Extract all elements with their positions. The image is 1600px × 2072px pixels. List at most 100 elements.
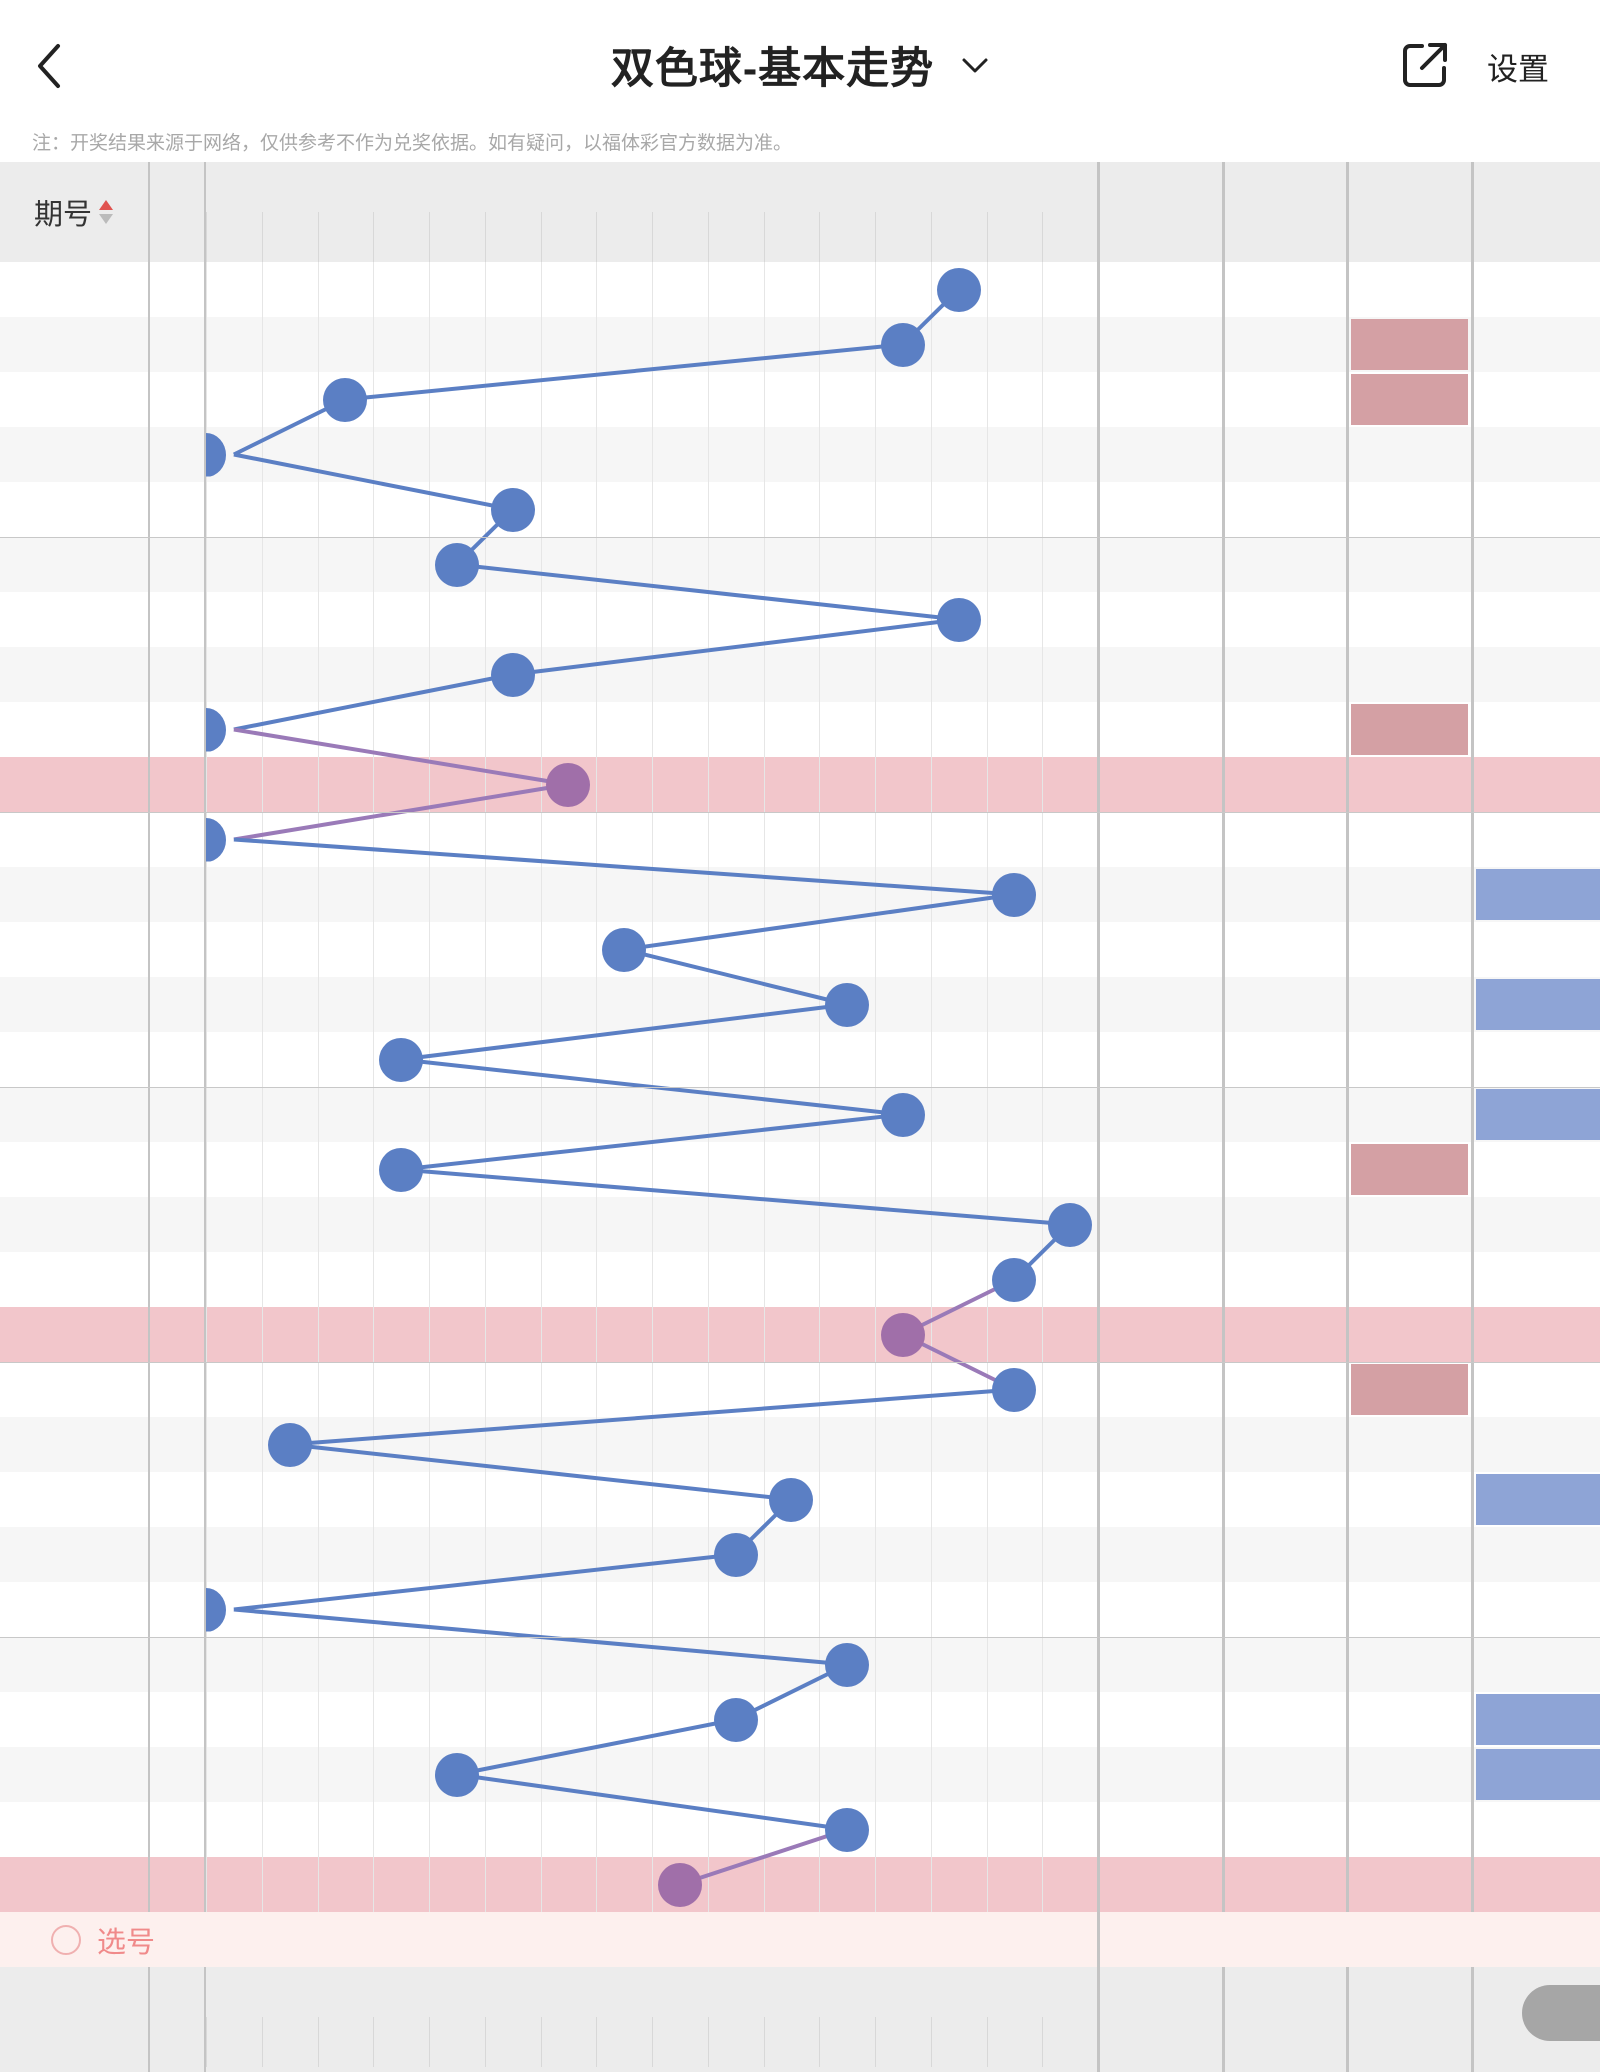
ball-number-header: [930, 212, 987, 262]
select-ball-button[interactable]: [764, 1912, 820, 1967]
week-cell: [148, 702, 206, 757]
select-number-button[interactable]: 选号: [0, 1912, 206, 1967]
sort-icon[interactable]: [98, 199, 114, 225]
sum-cell: [1100, 317, 1224, 372]
miss-count-cell: [261, 1032, 318, 1087]
miss-count-cell: [652, 1197, 708, 1252]
issue-cell: [0, 1802, 148, 1857]
miss-count-cell: [875, 867, 931, 922]
miss-count-cell: [652, 1692, 708, 1747]
zone-ratio-cell: [1348, 262, 1473, 317]
miss-count-cell: [484, 262, 541, 317]
issue-cell: [0, 1142, 148, 1197]
miss-count-cell: [596, 757, 652, 812]
select-ball-button[interactable]: [819, 1912, 875, 1967]
miss-count-cell: [763, 1362, 820, 1417]
issue-cell: [0, 1637, 148, 1692]
parity-ratio-cell: [1473, 262, 1600, 317]
ball-number-header: [596, 212, 652, 262]
table-row[interactable]: [0, 262, 1600, 317]
miss-count-cell: [763, 1692, 820, 1747]
week-cell: [148, 647, 206, 702]
ball-number-header: [1042, 212, 1098, 262]
span-cell: [1224, 1582, 1348, 1637]
select-ball-button[interactable]: [541, 1912, 597, 1967]
blue-ball-hit: [657, 1862, 702, 1907]
miss-count-cell: [540, 977, 597, 1032]
miss-count-cell: [429, 1142, 485, 1197]
span-cell: [1224, 592, 1348, 647]
miss-count-cell: [540, 1032, 597, 1087]
parity-ratio-cell: [1473, 1252, 1600, 1307]
select-ball-button[interactable]: [1042, 1912, 1098, 1967]
miss-count-cell: [819, 922, 875, 977]
page-title[interactable]: 双色球-基本走势: [0, 34, 1600, 96]
miss-count-cell: [373, 1472, 429, 1527]
miss-count-cell: [930, 702, 987, 757]
miss-count-cell: [261, 1142, 318, 1197]
zone-ratio-cell: [1348, 1747, 1473, 1802]
miss-count-cell: [373, 1362, 429, 1417]
table-row[interactable]: [0, 1307, 1600, 1362]
miss-count-cell: [373, 1307, 429, 1362]
miss-count-cell: [986, 482, 1043, 537]
miss-count-cell: [206, 1307, 262, 1362]
miss-count-cell: [596, 1582, 652, 1637]
week-cell: [148, 922, 206, 977]
miss-count-cell: [819, 317, 875, 372]
miss-count-cell: [373, 867, 429, 922]
table-row[interactable]: [0, 1252, 1600, 1307]
blue-ball-hit: [204, 707, 226, 752]
select-ball-button[interactable]: [262, 1912, 318, 1967]
miss-count-cell: [930, 1142, 987, 1197]
miss-count-cell: [707, 537, 764, 592]
blue-ball-hit: [880, 1312, 925, 1357]
issue-cell: [0, 1417, 148, 1472]
span-cell: [1224, 1417, 1348, 1472]
back-icon[interactable]: [30, 40, 70, 92]
miss-count-cell: [875, 482, 931, 537]
miss-count-cell: [484, 1252, 541, 1307]
sum-cell: [1100, 812, 1224, 867]
miss-count-cell: [373, 1417, 429, 1472]
select-ball-button[interactable]: [596, 1912, 652, 1967]
issue-cell: [0, 262, 148, 317]
column-divider: [1097, 162, 1100, 1912]
select-ball-button[interactable]: [373, 1912, 429, 1967]
miss-count-cell: [540, 702, 597, 757]
select-ball-button[interactable]: [318, 1912, 374, 1967]
select-ball-button[interactable]: [206, 1912, 262, 1967]
select-ball-button[interactable]: [652, 1912, 708, 1967]
miss-count-cell: [930, 427, 987, 482]
miss-count-cell: [930, 647, 987, 702]
miss-count-cell: [875, 1142, 931, 1197]
expand-button[interactable]: [1522, 1985, 1600, 2041]
settings-button[interactable]: 设置: [1487, 52, 1549, 87]
select-ball-button[interactable]: [931, 1912, 987, 1967]
ball-number-header: [986, 212, 1043, 262]
zone-ratio-cell: [1348, 757, 1473, 812]
miss-count-cell: [206, 482, 262, 537]
week-cell: [148, 1747, 206, 1802]
select-ball-button[interactable]: [485, 1912, 541, 1967]
select-ball-button[interactable]: [429, 1912, 485, 1967]
miss-count-cell: [484, 537, 541, 592]
miss-count-cell: [986, 1087, 1043, 1142]
issue-cell: [0, 922, 148, 977]
select-ball-button[interactable]: [987, 1912, 1043, 1967]
zone-ratio-tag: [1351, 319, 1468, 370]
select-ball-button[interactable]: [708, 1912, 764, 1967]
share-icon[interactable]: [1400, 40, 1450, 90]
select-ball-button[interactable]: [875, 1912, 931, 1967]
sum-cell: [1100, 1472, 1224, 1527]
miss-count-cell: [261, 1252, 318, 1307]
miss-count-cell: [373, 427, 429, 482]
miss-count-cell: [373, 757, 429, 812]
miss-count-cell: [707, 1197, 764, 1252]
miss-count-cell: [596, 1032, 652, 1087]
miss-count-cell: [763, 1252, 820, 1307]
column-header-issue[interactable]: 期号: [0, 162, 148, 262]
blue-ball-hit: [490, 652, 535, 697]
issue-cell: [0, 1472, 148, 1527]
zone-ratio-cell: [1348, 812, 1473, 867]
